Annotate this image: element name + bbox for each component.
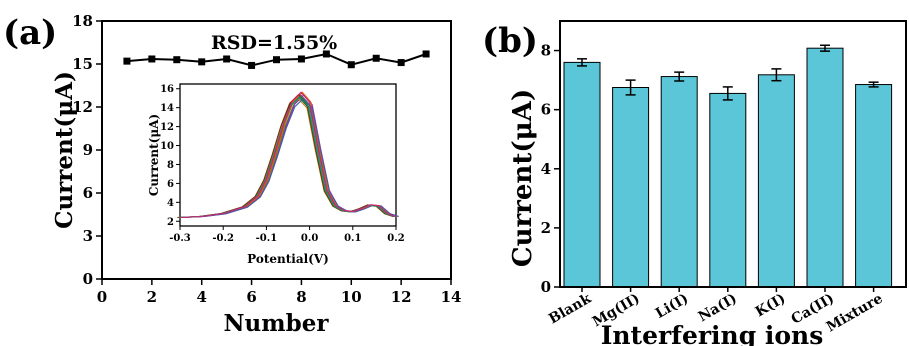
y-tick-label: 4 bbox=[541, 160, 551, 178]
x-tick-label: 6 bbox=[246, 288, 256, 306]
x-tick-label: 14 bbox=[441, 288, 462, 306]
data-point bbox=[347, 61, 355, 69]
inset-y-tick-label: 6 bbox=[167, 179, 174, 190]
bar bbox=[855, 84, 893, 288]
voltammogram-curve bbox=[179, 91, 397, 219]
y-tick-label: 12 bbox=[72, 98, 93, 116]
data-point bbox=[198, 58, 206, 66]
voltammogram-curve bbox=[182, 97, 399, 219]
bar bbox=[612, 87, 650, 288]
data-point bbox=[322, 50, 330, 58]
x-tick-label: 2 bbox=[147, 288, 157, 306]
inset-chart: -0.3 -0.2 -0.1 0.0 0.1 0.2 2 4 6 8 10 12 14 16 Potent… bbox=[147, 83, 405, 266]
inset-y-tick-label: 8 bbox=[167, 160, 174, 171]
panel-a-y-axis-title: Current(μA) bbox=[51, 71, 78, 229]
bar bbox=[563, 61, 601, 288]
y-tick-label: 18 bbox=[72, 12, 93, 30]
inset-y-axis-title: Current(μA) bbox=[147, 114, 161, 196]
data-point bbox=[397, 59, 405, 67]
inset-y-tick-label: 2 bbox=[167, 217, 174, 228]
bar bbox=[806, 47, 844, 288]
y-tick-label: 0 bbox=[83, 270, 93, 288]
inset-y-tick-label: 10 bbox=[160, 141, 174, 152]
y-tick-label: 3 bbox=[83, 227, 93, 245]
y-tick-label: 0 bbox=[541, 278, 551, 296]
data-point bbox=[148, 55, 156, 63]
y-tick-label: 6 bbox=[541, 101, 551, 119]
panel-a-x-axis-title: Number bbox=[224, 310, 330, 337]
panel-a-series bbox=[123, 50, 430, 69]
inset-x-tick-label: 0.1 bbox=[344, 233, 361, 244]
x-tick-label: 8 bbox=[296, 288, 306, 306]
data-point bbox=[372, 54, 380, 62]
panel-b-y-axis-title: Current(μA) bbox=[508, 89, 538, 267]
panel-b-bars bbox=[563, 44, 893, 288]
panel-b-plot-frame bbox=[559, 20, 907, 288]
y-tick-label: 9 bbox=[83, 141, 93, 159]
bar bbox=[660, 76, 698, 288]
inset-x-tick-label: 0.0 bbox=[301, 233, 318, 244]
inset-y-tick-label: 4 bbox=[167, 198, 174, 209]
rsd-annotation: RSD=1.55% bbox=[211, 32, 337, 54]
y-tick-label: 8 bbox=[541, 42, 551, 60]
y-tick-label: 6 bbox=[83, 184, 93, 202]
panel-b-x-axis-title: Interfering ions bbox=[601, 321, 824, 346]
inset-curves bbox=[177, 91, 399, 219]
category-label: Li(I) bbox=[653, 291, 691, 322]
data-point bbox=[273, 56, 280, 64]
inset-y-tick-label: 12 bbox=[160, 122, 174, 133]
data-point bbox=[223, 55, 231, 63]
panel-a-label: (a) bbox=[3, 13, 57, 53]
data-point bbox=[248, 61, 256, 69]
x-tick-label: 10 bbox=[341, 288, 362, 306]
y-tick-label: 15 bbox=[72, 55, 93, 73]
inset-y-tick-label: 16 bbox=[160, 84, 174, 95]
data-point bbox=[123, 57, 131, 65]
inset-x-tick-label: -0.3 bbox=[169, 233, 191, 244]
category-label: Blank bbox=[546, 290, 594, 327]
panel-b-label: (b) bbox=[482, 21, 538, 61]
x-tick-label: 0 bbox=[97, 288, 107, 306]
panel-a: (a) 0 2 4 6 8 10 12 14 0 3 6 9 12 15 18 RSD=1.55% Numb… bbox=[3, 12, 461, 337]
x-tick-label: 12 bbox=[391, 288, 412, 306]
category-label: Mixture bbox=[824, 291, 886, 336]
inset-x-tick-label: 0.2 bbox=[387, 233, 404, 244]
inset-x-axis-title: Potential(V) bbox=[247, 252, 329, 266]
y-tick-label: 2 bbox=[541, 219, 551, 237]
data-point bbox=[297, 55, 305, 63]
inset-background bbox=[179, 83, 397, 227]
panel-a-ticks: 0 2 4 6 8 10 12 14 0 3 6 9 12 15 18 bbox=[72, 12, 461, 306]
x-tick-label: 4 bbox=[196, 288, 206, 306]
bar bbox=[709, 92, 747, 288]
inset-x-tick-label: -0.1 bbox=[256, 233, 278, 244]
inset-x-tick-label: -0.2 bbox=[212, 233, 234, 244]
data-point bbox=[422, 50, 430, 58]
bar bbox=[757, 74, 795, 288]
inset-y-tick-label: 14 bbox=[160, 103, 174, 114]
category-label: K(I) bbox=[753, 291, 789, 321]
inset-ticks: -0.3 -0.2 -0.1 0.0 0.1 0.2 2 4 6 8 10 12 14 16 bbox=[160, 84, 405, 244]
data-point bbox=[173, 56, 181, 64]
